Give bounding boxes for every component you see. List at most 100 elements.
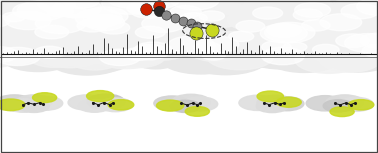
Circle shape xyxy=(87,94,125,109)
Circle shape xyxy=(357,0,378,15)
Circle shape xyxy=(231,26,314,59)
Circle shape xyxy=(11,9,56,28)
Circle shape xyxy=(349,24,378,44)
Circle shape xyxy=(265,40,344,72)
Circle shape xyxy=(183,11,221,26)
Circle shape xyxy=(290,18,344,40)
Circle shape xyxy=(13,3,52,19)
Point xyxy=(95,104,101,106)
Circle shape xyxy=(61,0,118,16)
Circle shape xyxy=(0,0,45,13)
Circle shape xyxy=(262,41,291,53)
Circle shape xyxy=(34,48,77,65)
Circle shape xyxy=(269,0,334,26)
Circle shape xyxy=(241,0,317,24)
Circle shape xyxy=(156,100,184,111)
Circle shape xyxy=(243,45,291,65)
Circle shape xyxy=(110,46,159,65)
Circle shape xyxy=(234,17,316,50)
Circle shape xyxy=(317,38,378,65)
Circle shape xyxy=(96,45,148,67)
Circle shape xyxy=(313,0,376,22)
Circle shape xyxy=(72,20,130,43)
Circle shape xyxy=(152,18,194,35)
Circle shape xyxy=(77,40,137,64)
Circle shape xyxy=(251,0,300,17)
Bar xyxy=(0,57,378,153)
Circle shape xyxy=(280,36,316,51)
Circle shape xyxy=(338,0,378,16)
Circle shape xyxy=(46,20,93,39)
Circle shape xyxy=(221,0,287,22)
Circle shape xyxy=(19,0,61,11)
Circle shape xyxy=(118,25,181,50)
Circle shape xyxy=(240,0,294,10)
Circle shape xyxy=(135,37,189,59)
Circle shape xyxy=(324,0,372,18)
Circle shape xyxy=(345,22,378,39)
Circle shape xyxy=(135,26,165,38)
Circle shape xyxy=(0,47,40,66)
Circle shape xyxy=(60,33,141,65)
Point xyxy=(337,104,343,106)
Circle shape xyxy=(116,32,173,56)
Circle shape xyxy=(324,44,378,72)
Circle shape xyxy=(40,30,93,51)
Circle shape xyxy=(321,0,378,19)
Circle shape xyxy=(228,8,286,32)
Circle shape xyxy=(204,32,268,57)
Circle shape xyxy=(0,7,20,27)
Circle shape xyxy=(127,7,193,33)
Circle shape xyxy=(0,49,18,67)
Circle shape xyxy=(38,19,109,48)
Point xyxy=(156,10,162,13)
Circle shape xyxy=(360,33,378,48)
Circle shape xyxy=(47,24,115,51)
Point xyxy=(332,102,338,104)
Circle shape xyxy=(346,8,378,26)
Circle shape xyxy=(228,43,286,67)
Circle shape xyxy=(86,0,156,18)
Circle shape xyxy=(0,47,18,62)
Circle shape xyxy=(322,18,365,35)
Point xyxy=(188,22,194,25)
Circle shape xyxy=(112,46,165,68)
Circle shape xyxy=(0,21,26,46)
Circle shape xyxy=(34,46,65,58)
Circle shape xyxy=(348,100,374,110)
Circle shape xyxy=(144,35,195,55)
Circle shape xyxy=(98,21,130,34)
Circle shape xyxy=(258,0,304,14)
Circle shape xyxy=(194,42,221,53)
Circle shape xyxy=(326,95,364,110)
Circle shape xyxy=(242,37,321,69)
Circle shape xyxy=(298,0,347,12)
Circle shape xyxy=(167,36,215,56)
Circle shape xyxy=(160,0,219,14)
Circle shape xyxy=(278,0,322,15)
Circle shape xyxy=(100,3,138,18)
Circle shape xyxy=(81,0,147,26)
Circle shape xyxy=(356,45,378,69)
Circle shape xyxy=(223,44,280,67)
Circle shape xyxy=(298,36,346,55)
Circle shape xyxy=(288,0,331,13)
Circle shape xyxy=(0,0,39,15)
Circle shape xyxy=(289,48,331,65)
Circle shape xyxy=(79,99,110,112)
Circle shape xyxy=(341,4,378,19)
Circle shape xyxy=(154,0,202,17)
Circle shape xyxy=(345,0,378,12)
Point xyxy=(178,102,184,104)
Circle shape xyxy=(257,95,293,110)
Circle shape xyxy=(159,40,243,74)
Circle shape xyxy=(311,22,367,45)
Circle shape xyxy=(53,0,102,18)
Circle shape xyxy=(185,36,245,60)
Circle shape xyxy=(256,5,319,30)
Circle shape xyxy=(350,13,378,27)
Circle shape xyxy=(0,13,56,37)
Circle shape xyxy=(135,42,172,57)
Circle shape xyxy=(94,43,157,69)
Circle shape xyxy=(100,49,140,66)
